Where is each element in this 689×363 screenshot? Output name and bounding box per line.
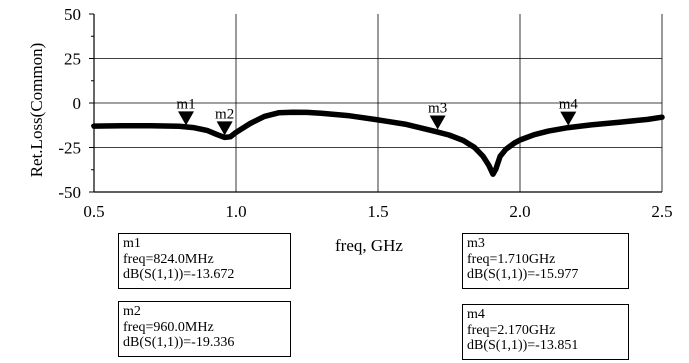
- marker-readout-freq: freq=1.710GHz: [467, 251, 556, 267]
- y-tick-label: 0: [73, 94, 82, 113]
- marker-readout-name: m2: [123, 304, 141, 319]
- marker-group: m1 m2 m3 m4: [176, 96, 579, 136]
- x-tick-label: 0.5: [83, 202, 104, 221]
- marker-m3-label: m3: [428, 100, 447, 116]
- y-axis-label: Ret.Loss(Common): [27, 43, 46, 178]
- marker-m1-label: m1: [176, 96, 195, 112]
- marker-readout-name: m3: [467, 236, 485, 251]
- marker-readout-m3: m3 freq=1.710GHz dB(S(1,1))=-15.977: [462, 233, 629, 289]
- marker-m3-triangle: [429, 115, 446, 130]
- x-axis-ticks: 0.5 1.0 1.5 2.0 2.5: [83, 202, 672, 221]
- x-tick-label: 1.0: [225, 202, 246, 221]
- marker-readout-freq: freq=824.0MHz: [123, 251, 214, 267]
- marker-m1-triangle: [178, 111, 195, 126]
- marker-readout-db: dB(S(1,1))=-15.977: [467, 267, 579, 282]
- marker-readout-m2: m2 freq=960.0MHz dB(S(1,1))=-19.336: [118, 301, 291, 357]
- marker-readout-db: dB(S(1,1))=-13.672: [123, 267, 235, 282]
- y-tick-label: 25: [64, 50, 81, 69]
- y-tick-label: -50: [58, 183, 81, 202]
- x-axis-label: freq, GHz: [335, 236, 403, 255]
- marker-readout-db: dB(S(1,1))=-13.851: [467, 338, 579, 353]
- marker-readout-freq: freq=2.170GHz: [467, 322, 556, 338]
- y-tick-label: -25: [58, 139, 81, 158]
- marker-readout-name: m1: [123, 236, 141, 251]
- y-tick-label: 50: [64, 5, 81, 24]
- series-line-s11: [91, 109, 665, 177]
- return-loss-chart: 0.5 1.0 1.5 2.0 2.5 50 25 0 -25 -50 m1 m2 m3 m4 Ret…: [27, 5, 673, 221]
- marker-readout-name: m4: [467, 307, 485, 322]
- marker-m2-label: m2: [215, 106, 234, 122]
- x-tick-label: 2.5: [651, 202, 672, 221]
- x-tick-label: 2.0: [509, 202, 530, 221]
- marker-readout-freq: freq=960.0MHz: [123, 319, 214, 335]
- marker-m2-triangle: [216, 121, 233, 136]
- marker-readout-db: dB(S(1,1))=-19.336: [123, 335, 235, 350]
- grid: [94, 14, 662, 192]
- marker-readout-m4: m4 freq=2.170GHz dB(S(1,1))=-13.851: [462, 304, 629, 360]
- x-tick-label: 1.5: [367, 202, 388, 221]
- y-axis-ticks: 50 25 0 -25 -50: [58, 5, 94, 202]
- marker-m4-triangle: [560, 111, 577, 126]
- marker-m4-label: m4: [559, 97, 579, 113]
- marker-readout-m1: m1 freq=824.0MHz dB(S(1,1))=-13.672: [118, 233, 291, 289]
